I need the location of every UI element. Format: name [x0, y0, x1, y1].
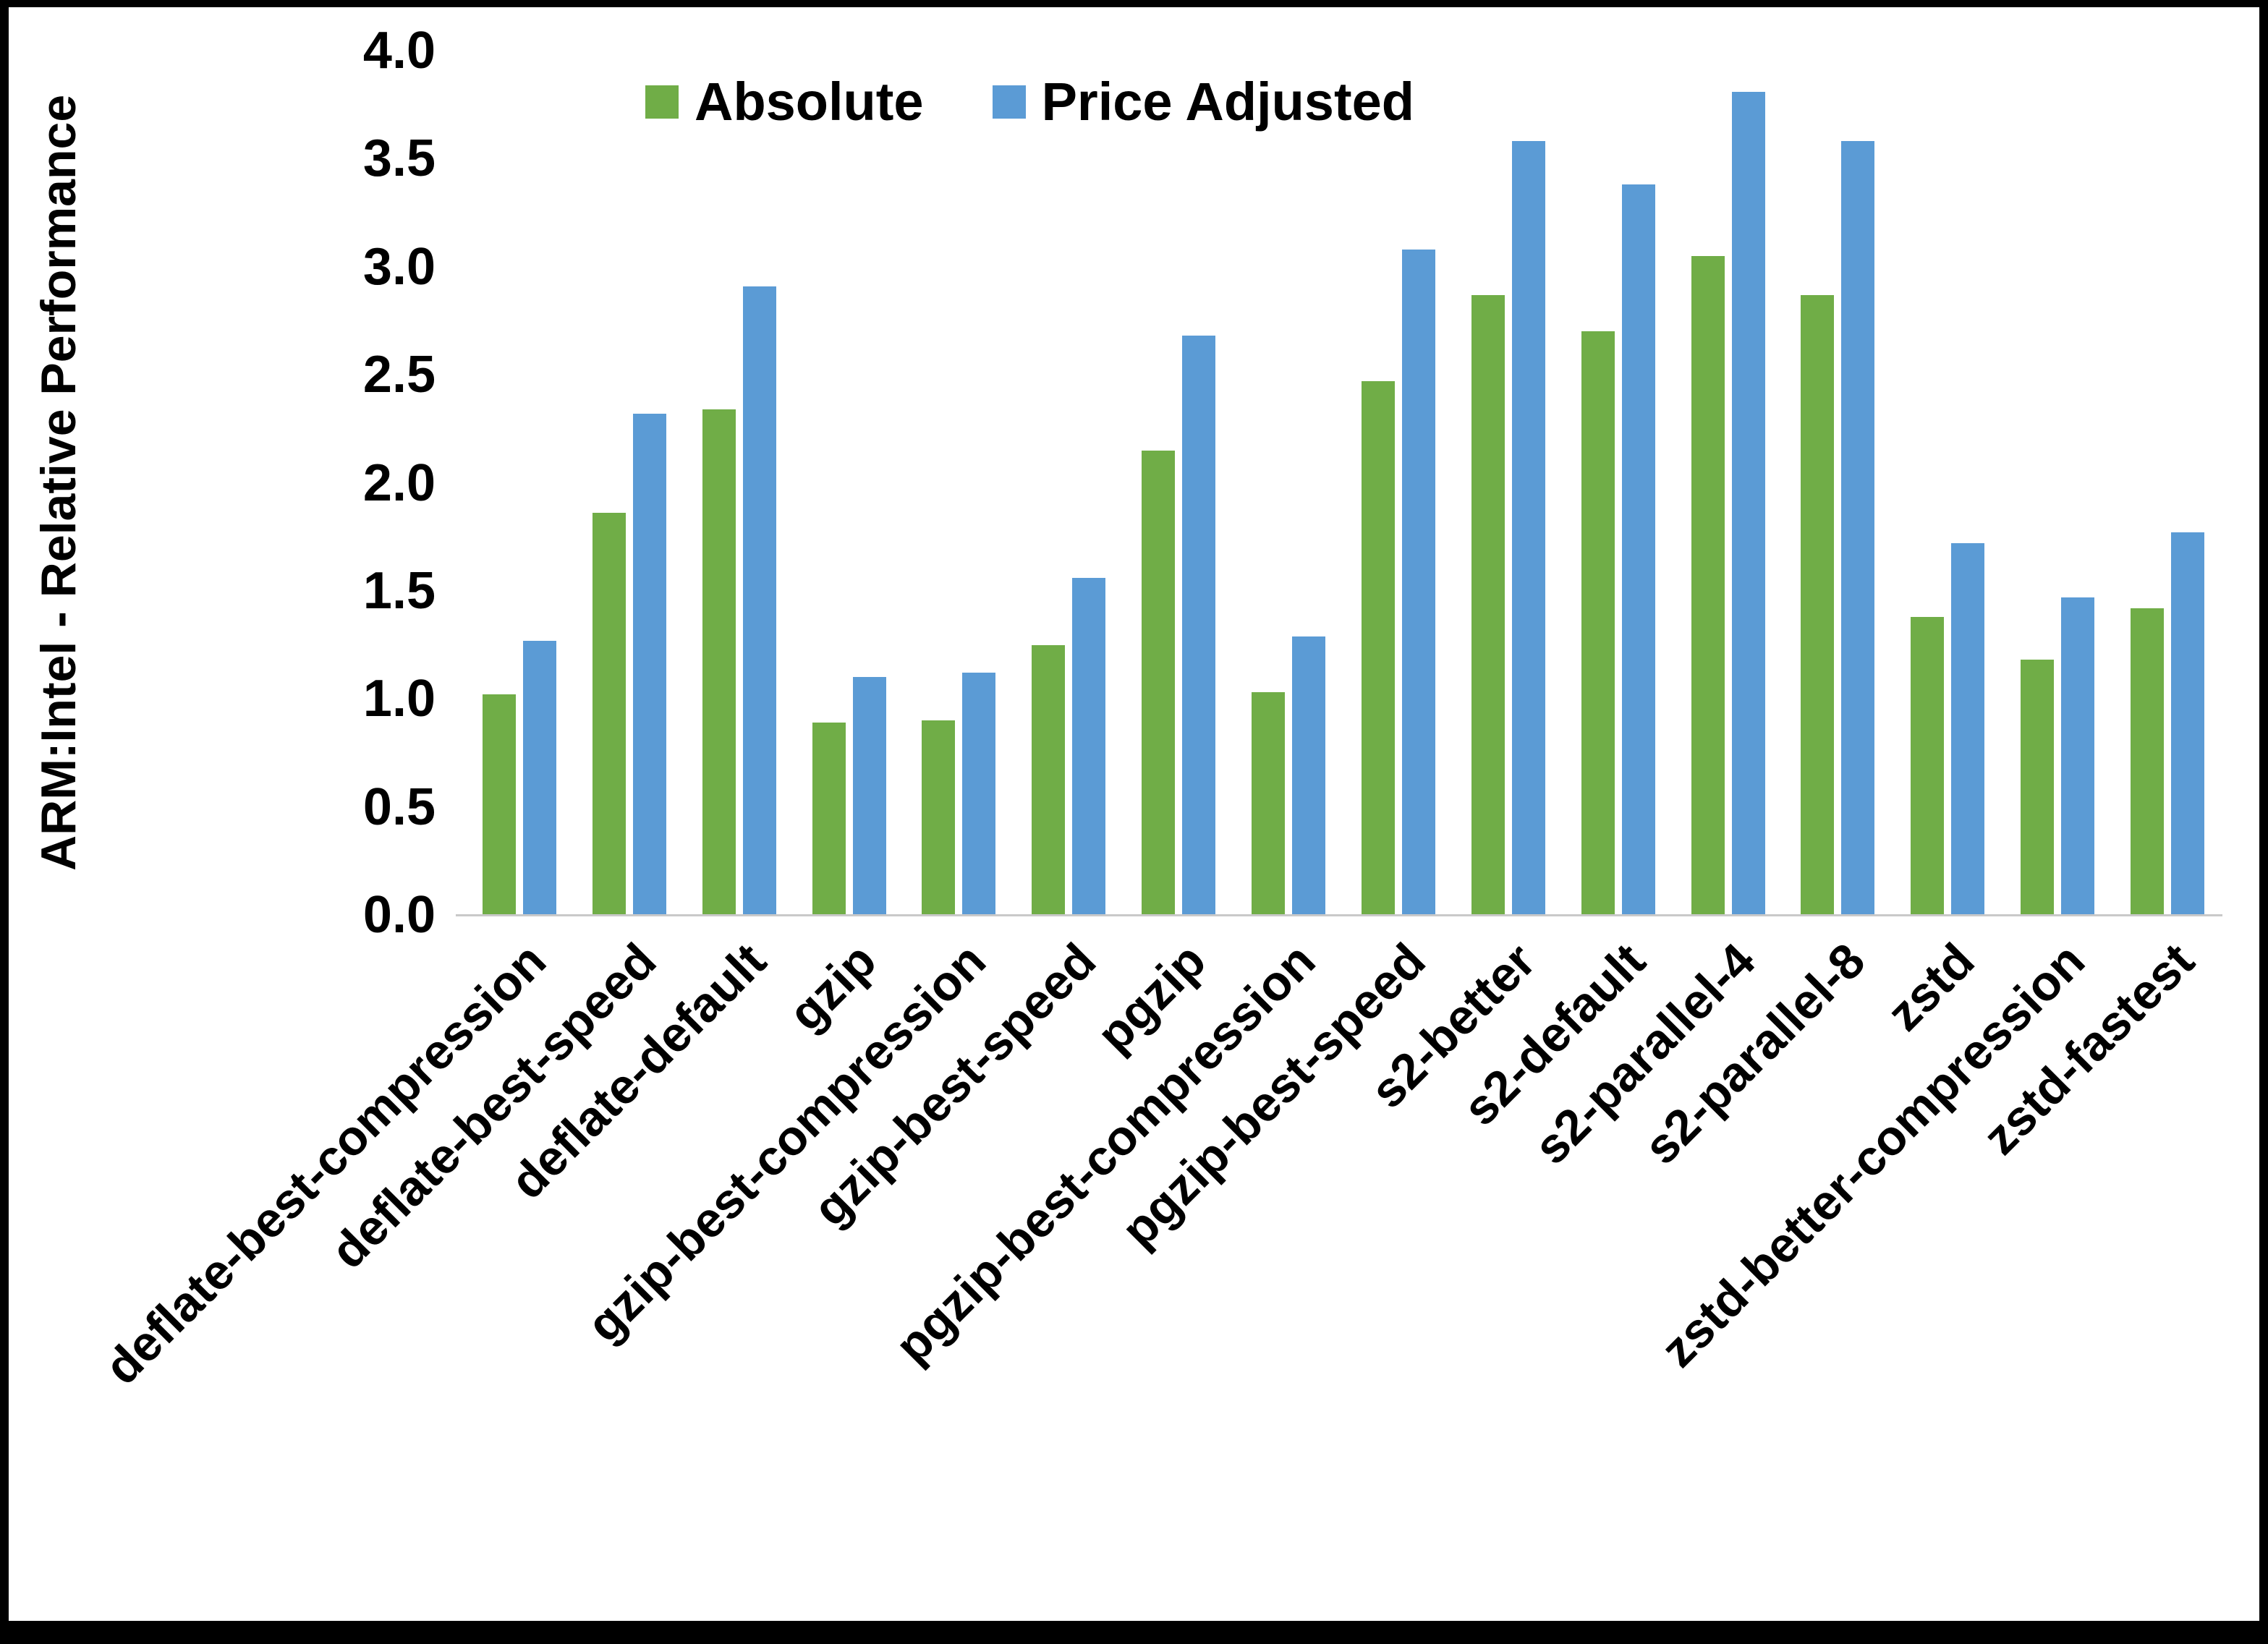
bar-price-adjusted: [1182, 336, 1216, 915]
bar-group: [2002, 51, 2112, 915]
bar-group: [1563, 51, 1673, 915]
bar-price-adjusted: [522, 640, 556, 915]
bar-price-adjusted: [1731, 91, 1765, 915]
bar-price-adjusted: [1401, 249, 1435, 915]
legend-swatch-price-adjusted: [992, 85, 1026, 119]
legend-label-absolute: Absolute: [695, 72, 924, 132]
y-tick-label: 2.0: [362, 453, 436, 512]
bar-absolute: [1581, 331, 1615, 915]
bar-group: [1893, 51, 2002, 915]
bar-absolute: [1361, 381, 1395, 915]
bar-group: [794, 51, 904, 915]
bar-group: [1124, 51, 1233, 915]
y-tick-label: 0.0: [362, 886, 436, 944]
bar-price-adjusted: [852, 677, 886, 915]
legend-swatch-absolute: [645, 85, 679, 119]
bar-group: [1673, 51, 1783, 915]
bar-group: [574, 51, 684, 915]
y-tick-label: 1.5: [362, 561, 436, 620]
bar-absolute: [922, 720, 956, 915]
bar-group: [464, 51, 574, 915]
bar-absolute: [812, 723, 846, 915]
bar-group: [904, 51, 1014, 915]
y-axis-ticks: 0.0 0.5 1.0 1.5 2.0 2.5 3.0 3.5 4.0: [363, 25, 2222, 941]
bar-absolute: [482, 694, 516, 915]
bar-price-adjusted: [1292, 636, 1326, 915]
bar-price-adjusted: [962, 673, 996, 915]
legend-label-price-adjusted: Price Adjusted: [1041, 72, 1414, 132]
bar-absolute: [1142, 450, 1176, 915]
bar-group: [1014, 51, 1124, 915]
y-axis-title: ARM:Intel - Relative Performance: [31, 94, 86, 872]
bar-absolute: [1471, 294, 1505, 915]
plot-area: 0.0 0.5 1.0 1.5 2.0 2.5 3.0 3.5 4.0: [363, 25, 2222, 941]
bar-group: [1783, 51, 1893, 915]
bar-absolute: [2131, 608, 2165, 915]
bar-absolute: [1691, 255, 1725, 915]
bar-groups: [464, 51, 2222, 915]
bar-group: [684, 51, 794, 915]
x-axis-line: [456, 914, 2222, 916]
bar-price-adjusted: [1951, 543, 1985, 915]
y-tick-label: 0.5: [362, 778, 436, 836]
y-tick-label: 4.0: [362, 22, 436, 80]
bar-absolute: [1801, 294, 1835, 915]
legend-item-absolute: Absolute: [645, 71, 924, 132]
bar-group: [1233, 51, 1343, 915]
y-tick-label: 3.5: [362, 129, 436, 188]
bar-group: [2112, 51, 2222, 915]
x-axis-label: deflate-best-compression: [94, 932, 557, 1395]
bar-price-adjusted: [1072, 577, 1106, 915]
bar-group: [1343, 51, 1453, 915]
bar-absolute: [702, 409, 736, 915]
bar-price-adjusted: [742, 286, 776, 915]
bar-absolute: [1911, 616, 1945, 915]
bar-absolute: [2021, 660, 2055, 915]
bar-price-adjusted: [2171, 532, 2205, 915]
bar-price-adjusted: [1511, 141, 1545, 915]
y-tick-label: 2.5: [362, 346, 436, 404]
legend: Absolute Price Adjusted: [645, 71, 1414, 132]
bar-price-adjusted: [1841, 141, 1875, 915]
y-tick-label: 3.0: [362, 237, 436, 296]
bar-price-adjusted: [2061, 597, 2095, 915]
bar-absolute: [1252, 692, 1286, 915]
bar-price-adjusted: [632, 413, 666, 915]
bar-absolute: [592, 513, 626, 915]
legend-item-price-adjusted: Price Adjusted: [992, 71, 1414, 132]
y-tick-label: 1.0: [362, 670, 436, 728]
bar-absolute: [1032, 644, 1066, 915]
bar-group: [1453, 51, 1563, 915]
bar-price-adjusted: [1621, 184, 1655, 915]
